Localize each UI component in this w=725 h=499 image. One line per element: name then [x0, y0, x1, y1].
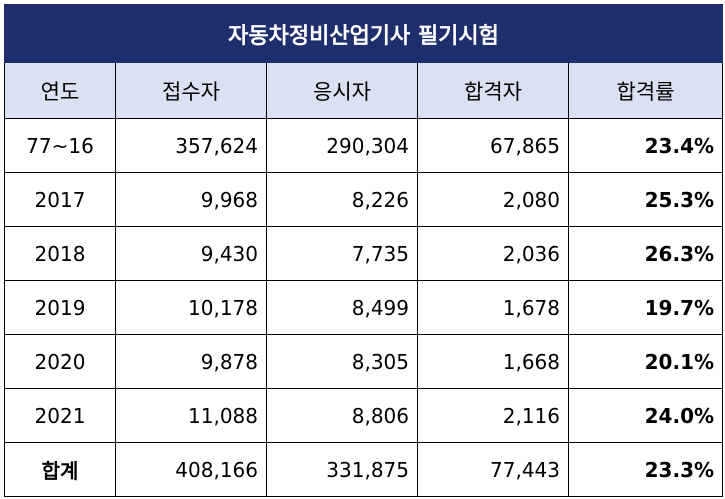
table-row: 2020 9,878 8,305 1,668 20.1%	[4, 334, 724, 389]
examinees-cell: 7,735	[266, 226, 418, 281]
table-row: 2019 10,178 8,499 1,678 19.7%	[4, 280, 724, 335]
year-cell: 2018	[4, 226, 116, 281]
total-applicants: 408,166	[115, 442, 267, 497]
title-row: 자동차정비산업기사 필기시험	[3, 4, 724, 63]
table-row: 2017 9,968 8,226 2,080 25.3%	[4, 172, 724, 227]
table-row: 2021 11,088 8,806 2,116 24.0%	[4, 388, 724, 443]
applicants-cell: 9,878	[115, 334, 267, 389]
table-row: 77~16 357,624 290,304 67,865 23.4%	[4, 118, 724, 173]
applicants-cell: 9,430	[115, 226, 267, 281]
exam-stats-table: 자동차정비산업기사 필기시험 연도 접수자 응시자 합격자 합격률 77~16 …	[3, 4, 724, 497]
header-passers: 합격자	[417, 62, 569, 119]
header-pass-rate: 합격률	[567, 62, 724, 119]
total-examinees: 331,875	[266, 442, 418, 497]
header-examinees: 응시자	[266, 62, 418, 119]
exam-stats-table-container: 자동차정비산업기사 필기시험 연도 접수자 응시자 합격자 합격률 77~16 …	[3, 4, 724, 497]
examinees-cell: 8,499	[266, 280, 418, 335]
passers-cell: 1,678	[417, 280, 569, 335]
total-passers: 77,443	[417, 442, 569, 497]
total-pass-rate: 23.3%	[567, 442, 724, 497]
applicants-cell: 357,624	[115, 118, 267, 173]
year-cell: 2021	[4, 388, 116, 443]
examinees-cell: 8,305	[266, 334, 418, 389]
examinees-cell: 290,304	[266, 118, 418, 173]
examinees-cell: 8,806	[266, 388, 418, 443]
passers-cell: 2,080	[417, 172, 569, 227]
pass-rate-cell: 25.3%	[567, 172, 724, 227]
passers-cell: 2,116	[417, 388, 569, 443]
passers-cell: 1,668	[417, 334, 569, 389]
applicants-cell: 11,088	[115, 388, 267, 443]
total-label: 합계	[4, 442, 116, 497]
year-cell: 2019	[4, 280, 116, 335]
table-row: 2018 9,430 7,735 2,036 26.3%	[4, 226, 724, 281]
applicants-cell: 10,178	[115, 280, 267, 335]
total-row: 합계 408,166 331,875 77,443 23.3%	[4, 442, 724, 497]
passers-cell: 67,865	[417, 118, 569, 173]
year-cell: 2017	[4, 172, 116, 227]
pass-rate-cell: 20.1%	[567, 334, 724, 389]
year-cell: 2020	[4, 334, 116, 389]
header-applicants: 접수자	[115, 62, 267, 119]
pass-rate-cell: 24.0%	[567, 388, 724, 443]
table-title: 자동차정비산업기사 필기시험	[3, 4, 724, 63]
year-cell: 77~16	[4, 118, 116, 173]
examinees-cell: 8,226	[266, 172, 418, 227]
passers-cell: 2,036	[417, 226, 569, 281]
pass-rate-cell: 19.7%	[567, 280, 724, 335]
header-year: 연도	[4, 62, 116, 119]
header-row: 연도 접수자 응시자 합격자 합격률	[4, 62, 724, 119]
pass-rate-cell: 26.3%	[567, 226, 724, 281]
pass-rate-cell: 23.4%	[567, 118, 724, 173]
applicants-cell: 9,968	[115, 172, 267, 227]
